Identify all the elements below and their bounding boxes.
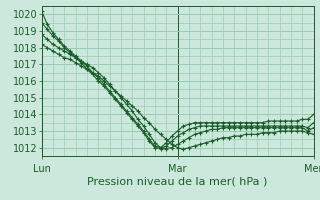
X-axis label: Pression niveau de la mer( hPa ): Pression niveau de la mer( hPa ) (87, 176, 268, 186)
